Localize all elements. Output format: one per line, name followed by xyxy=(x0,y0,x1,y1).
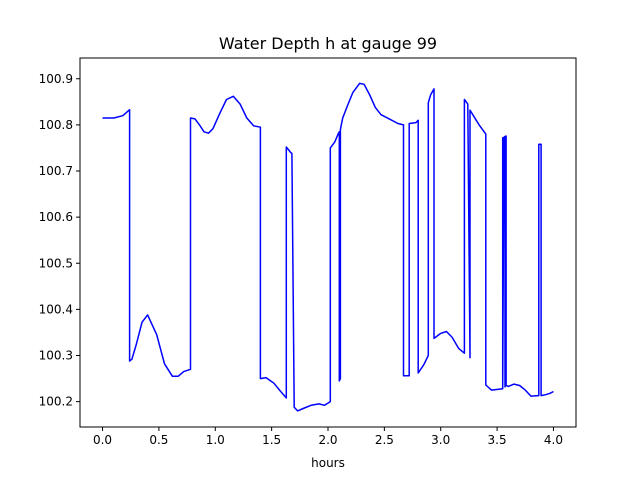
x-tick-label: 0.0 xyxy=(93,433,112,447)
x-tick-label: 2.0 xyxy=(318,433,337,447)
x-tick-label: 3.5 xyxy=(488,433,507,447)
chart-title: Water Depth h at gauge 99 xyxy=(219,34,437,53)
y-tick-label: 100.6 xyxy=(39,210,73,224)
plot-frame xyxy=(79,57,577,428)
y-tick-label: 100.7 xyxy=(39,164,73,178)
x-tick-label: 0.5 xyxy=(149,433,168,447)
y-tick-label: 100.5 xyxy=(39,256,73,270)
series-line-0 xyxy=(102,82,554,412)
x-axis: 0.0 0.5 1.0 1.5 2.0 2.5 3.0 3.5 4.0 xyxy=(93,427,563,447)
y-tick-label: 100.3 xyxy=(39,349,73,363)
y-tick-label: 100.9 xyxy=(39,72,73,86)
x-tick-label: 1.5 xyxy=(262,433,281,447)
y-tick-label: 100.2 xyxy=(39,395,73,409)
y-axis: 100.2 100.3 100.4 100.5 100.6 100.7 100.8 100.9 xyxy=(39,72,80,409)
x-tick-label: 3.0 xyxy=(431,433,450,447)
x-axis-label: hours xyxy=(311,456,345,470)
y-tick-label: 100.8 xyxy=(39,118,73,132)
x-tick-label: 2.5 xyxy=(375,433,394,447)
plot-area xyxy=(79,57,577,428)
x-tick-label: 4.0 xyxy=(544,433,563,447)
x-tick-label: 1.0 xyxy=(206,433,225,447)
y-tick-label: 100.4 xyxy=(39,302,73,316)
